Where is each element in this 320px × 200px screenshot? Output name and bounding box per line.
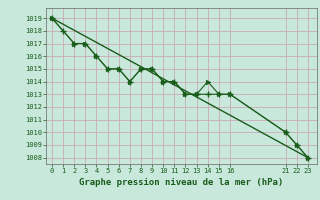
X-axis label: Graphe pression niveau de la mer (hPa): Graphe pression niveau de la mer (hPa) [79, 178, 284, 187]
